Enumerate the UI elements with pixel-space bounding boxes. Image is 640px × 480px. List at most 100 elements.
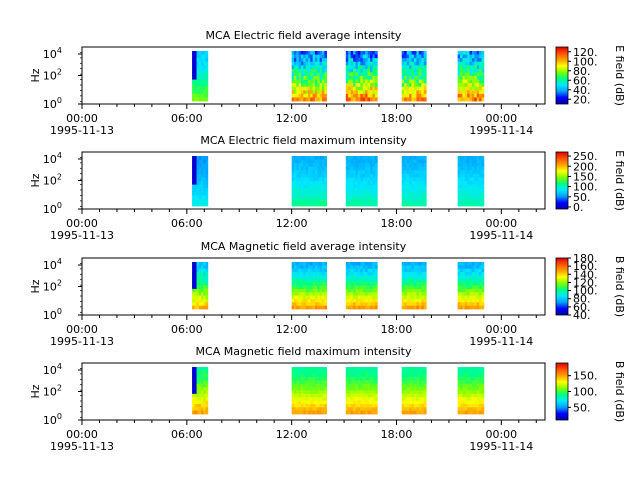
- spectrogram-cell: [367, 262, 371, 266]
- spectrogram-cell: [192, 181, 195, 185]
- spectrogram-cell: [421, 275, 425, 280]
- spectrogram-cell: [291, 170, 295, 175]
- spectrogram-cell: [457, 262, 461, 266]
- spectrogram-cell: [201, 177, 204, 182]
- spectrogram-cell: [367, 278, 371, 283]
- spectrogram-cell: [471, 377, 475, 381]
- spectrogram-cell: [421, 403, 425, 408]
- spectrogram-cell: [198, 181, 202, 185]
- spectrogram-cell: [345, 380, 349, 385]
- spectrogram-cell: [355, 79, 359, 84]
- spectrogram-cell: [321, 272, 325, 276]
- spectrogram-cell: [353, 390, 356, 395]
- spectrogram-cell: [348, 191, 352, 196]
- spectrogram-cell: [365, 159, 368, 164]
- spectrogram-cell: [201, 285, 204, 290]
- spectrogram-cell: [321, 407, 325, 412]
- spectrogram-cell: [411, 202, 415, 207]
- spectrogram-cell: [314, 393, 318, 398]
- spectrogram-cell: [345, 282, 349, 286]
- spectrogram-cell: [198, 373, 202, 378]
- spectrogram-cell: [192, 90, 195, 95]
- spectrogram-cell: [291, 285, 295, 290]
- spectrogram-cell: [345, 198, 349, 203]
- spectrogram-cell: [305, 272, 309, 276]
- spectrogram-cell: [293, 367, 297, 371]
- spectrogram-cell: [367, 76, 371, 80]
- spectrogram-cell: [360, 159, 364, 164]
- spectrogram-cell: [196, 198, 200, 203]
- spectrogram-cell: [401, 370, 405, 375]
- spectrogram-cell: [196, 380, 200, 385]
- spectrogram-cell: [469, 367, 473, 371]
- spectrogram-cell: [474, 170, 478, 175]
- spectrogram-cell: [476, 177, 480, 182]
- spectrogram-cell: [196, 79, 200, 84]
- spectrogram-cell: [198, 305, 202, 310]
- spectrogram-cell: [353, 400, 356, 405]
- spectrogram-cell: [201, 159, 204, 164]
- spectrogram-cell: [360, 68, 364, 73]
- spectrogram-cell: [469, 159, 473, 164]
- spectrogram-cell: [411, 387, 415, 391]
- spectrogram-cell: [307, 159, 311, 164]
- spectrogram-cell: [416, 191, 420, 196]
- spectrogram-cell: [307, 295, 311, 300]
- spectrogram-cell: [194, 181, 197, 185]
- spectrogram-cell: [314, 367, 318, 371]
- spectrogram-cell: [418, 72, 422, 77]
- spectrogram-cell: [406, 302, 410, 307]
- spectrogram-cell: [372, 83, 376, 88]
- spectrogram-cell: [321, 387, 325, 391]
- spectrogram-cell: [471, 380, 475, 385]
- spectrogram-cell: [298, 393, 302, 398]
- spectrogram-cell: [481, 166, 485, 171]
- spectrogram-cell: [201, 400, 204, 405]
- spectrogram-cell: [198, 278, 202, 283]
- spectrogram-cell: [300, 400, 304, 405]
- spectrogram-cell: [355, 272, 359, 276]
- spectrogram-cell: [291, 302, 295, 307]
- spectrogram-cell: [370, 195, 373, 200]
- spectrogram-cell: [362, 177, 366, 182]
- spectrogram-cell: [203, 407, 206, 412]
- spectrogram-cell: [401, 195, 405, 200]
- spectrogram-cell: [416, 272, 420, 276]
- spectrogram-cell: [319, 159, 323, 164]
- spectrogram-cell: [416, 302, 420, 307]
- spectrogram-cell: [474, 86, 478, 91]
- spectrogram-cell: [201, 407, 204, 412]
- spectrogram-cell: [357, 403, 361, 408]
- spectrogram-cell: [474, 407, 478, 412]
- spectrogram-cell: [345, 400, 349, 405]
- spectrogram-cell: [194, 387, 197, 391]
- spectrogram-cell: [192, 275, 195, 280]
- spectrogram-cell: [418, 393, 422, 398]
- spectrogram-cell: [416, 288, 420, 293]
- spectrogram-cell: [348, 302, 352, 307]
- spectrogram-cell: [474, 191, 478, 196]
- spectrogram-cell: [300, 90, 304, 95]
- spectrogram-cell: [298, 275, 302, 280]
- spectrogram-cell: [321, 282, 325, 286]
- spectrogram-cell: [467, 367, 470, 371]
- spectrogram-cell: [404, 93, 408, 98]
- spectrogram-cell: [421, 370, 425, 375]
- spectrogram-cell: [324, 380, 327, 385]
- spectrogram-cell: [457, 380, 461, 385]
- spectrogram-cell: [474, 305, 478, 310]
- spectrogram-cell: [196, 285, 200, 290]
- spectrogram-cell: [192, 272, 195, 276]
- spectrogram-cell: [291, 288, 295, 293]
- spectrogram-cell: [296, 86, 300, 91]
- spectrogram-cell: [372, 188, 376, 193]
- spectrogram-cell: [457, 202, 461, 207]
- spectrogram-cell: [367, 377, 371, 381]
- spectrogram-cell: [291, 195, 295, 200]
- spectrogram-cell: [298, 387, 302, 391]
- spectrogram-cell: [348, 79, 352, 84]
- spectrogram-cell: [296, 380, 300, 385]
- spectrogram-cell: [411, 195, 415, 200]
- spectrogram-cell: [298, 403, 302, 408]
- spectrogram-cell: [464, 65, 468, 70]
